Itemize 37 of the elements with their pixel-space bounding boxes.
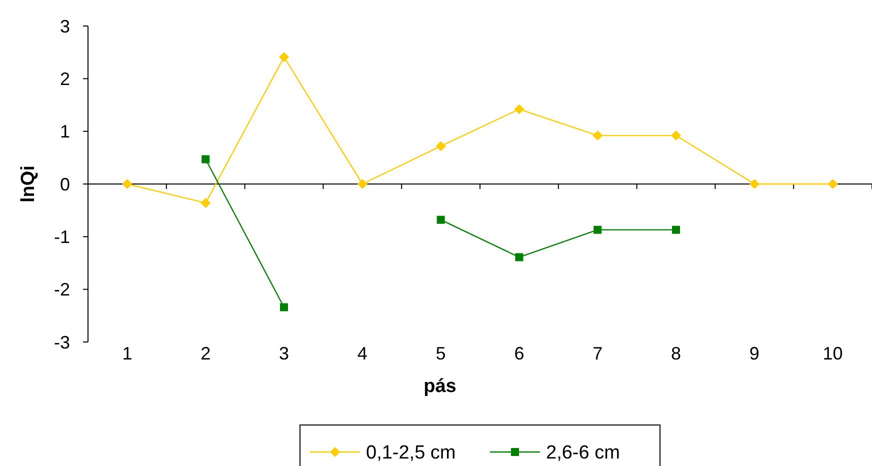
x-tick-label: 2 xyxy=(200,344,211,364)
y-tick-label: 2 xyxy=(60,68,70,89)
x-tick-label: 1 xyxy=(122,344,132,364)
y-tick-label: 1 xyxy=(60,122,70,142)
legend-label: 0,1-2,5 cm xyxy=(366,442,456,464)
x-tick-label: 5 xyxy=(436,344,446,364)
x-tick-label: 6 xyxy=(514,344,524,364)
y-tick-label: -2 xyxy=(54,280,70,300)
point xyxy=(279,52,289,62)
legend-label: 2,6-6 cm xyxy=(546,442,620,464)
point xyxy=(828,179,838,189)
y-tick-label: -1 xyxy=(54,226,70,247)
point xyxy=(594,226,602,234)
x-tick-label: 10 xyxy=(822,344,843,364)
y-tick-label: 3 xyxy=(60,16,70,36)
point xyxy=(200,198,211,208)
point xyxy=(515,253,524,262)
y-tick-label: -3 xyxy=(54,332,70,352)
x-tick-label: 3 xyxy=(278,344,290,364)
point xyxy=(514,104,524,114)
x-axis-title: pás xyxy=(424,376,456,397)
point xyxy=(671,130,681,141)
point xyxy=(436,216,445,224)
point xyxy=(592,130,603,141)
x-tick-label: 7 xyxy=(592,344,603,364)
point xyxy=(202,155,210,164)
point xyxy=(280,303,288,312)
y-tick-label: 0 xyxy=(60,174,70,194)
x-tick-label: 8 xyxy=(670,344,682,364)
point xyxy=(436,141,446,152)
x-tick-label: 9 xyxy=(749,344,760,364)
point xyxy=(672,226,680,234)
point xyxy=(122,179,132,189)
y-axis-title: lnQi xyxy=(18,166,39,202)
x-tick-label: 4 xyxy=(357,344,368,364)
point xyxy=(357,179,368,189)
point xyxy=(749,179,760,189)
